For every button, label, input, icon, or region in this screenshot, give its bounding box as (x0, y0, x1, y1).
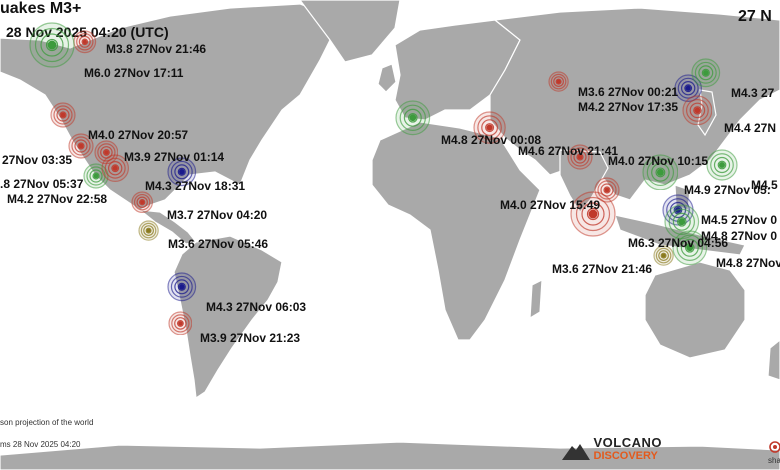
quake-marker[interactable] (642, 154, 679, 196)
quake-marker[interactable] (101, 154, 129, 187)
quake-label: M4.3 27Nov 06:03 (206, 300, 307, 314)
quake-label: M6.3 27Nov 04:56 (628, 236, 729, 250)
quake-label: M4.8 27Nov 00:08 (441, 133, 542, 147)
quake-label: M3.6 27Nov 00:21 (578, 85, 679, 99)
right-title: 27 N (738, 8, 772, 25)
land-antarctica (0, 441, 780, 470)
share-icon[interactable] (769, 440, 780, 458)
logo-subtext: DISCOVERY (593, 450, 658, 462)
quake-label: M4.9 27Nov 05: (684, 183, 771, 197)
quake-marker[interactable] (473, 111, 507, 149)
quake-label: M4.3 27 (731, 86, 775, 100)
quake-marker[interactable] (29, 22, 75, 73)
quake-marker[interactable] (131, 191, 153, 218)
quake-label: .8 27Nov 05:37 (0, 177, 84, 191)
quake-marker[interactable] (548, 71, 570, 97)
share-label[interactable]: sha (768, 456, 780, 465)
quake-marker[interactable] (706, 149, 738, 186)
quake-label: M4.0 27Nov 20:57 (88, 128, 189, 142)
quake-marker[interactable] (664, 204, 700, 245)
quake-label: M4.6 27Nov 21:41 (518, 144, 619, 158)
quake-label: M4.8 27Nov 0 (701, 229, 778, 243)
quake-label: M4.3 27Nov 18:31 (145, 179, 246, 193)
land-greenland (299, 0, 401, 63)
quake-label: M4.0 27Nov 10:15 (608, 154, 709, 168)
quake-label: M4.2 27Nov 17:35 (578, 100, 679, 114)
quake-marker[interactable] (653, 245, 675, 271)
quake-label: M3.7 27Nov 04:20 (167, 208, 268, 222)
quake-label: M4.4 27N (724, 121, 777, 135)
quake-marker[interactable] (138, 220, 160, 246)
quake-label: M4.5 27Nov 0 (701, 213, 778, 227)
volcano-icon (561, 443, 590, 460)
quake-marker[interactable] (395, 100, 431, 141)
quake-label: M4.0 27Nov 15:49 (500, 198, 601, 212)
quake-label: M4.5 (751, 178, 778, 192)
quake-marker[interactable] (68, 133, 94, 164)
quake-label: M4.2 27Nov 22:58 (7, 192, 108, 206)
quake-marker[interactable] (167, 272, 197, 307)
quake-label: M3.9 27Nov 01:14 (124, 150, 225, 164)
generated-stamp: ms 28 Nov 2025 04:20 (0, 440, 81, 449)
quake-marker[interactable] (594, 177, 620, 208)
quake-marker[interactable] (168, 311, 193, 341)
quake-marker[interactable] (167, 157, 197, 192)
logo-text: VOLCANO (593, 435, 662, 450)
land-africa (371, 121, 541, 341)
quake-marker[interactable] (682, 95, 713, 131)
land-uk (377, 63, 397, 93)
quake-label: M3.9 27Nov 21:23 (200, 331, 301, 345)
quake-marker[interactable] (672, 230, 708, 271)
quake-label: M3.6 27Nov 05:46 (168, 237, 269, 251)
map-title: uakes M3+ (0, 0, 82, 17)
quake-marker[interactable] (691, 58, 721, 93)
land-australia (644, 261, 746, 359)
quake-marker[interactable] (570, 191, 616, 242)
quake-marker[interactable] (73, 30, 97, 59)
projection-note: son projection of the world (0, 418, 94, 427)
land-south-america (173, 235, 283, 400)
quake-marker[interactable] (567, 144, 593, 175)
land-madagascar (529, 278, 543, 320)
quake-label: M3.8 27Nov 21:46 (106, 42, 207, 56)
quake-marker[interactable] (50, 102, 76, 133)
quake-marker[interactable] (94, 140, 119, 170)
quake-label: 27Nov 03:35 (2, 153, 73, 167)
quake-label: M6.0 27Nov 17:11 (84, 66, 184, 80)
land-north-america (0, 3, 341, 211)
volcano-discovery-logo[interactable]: VOLCANO DISCOVERY (561, 435, 663, 462)
land-europe (394, 19, 521, 121)
land-new-zealand (767, 339, 780, 381)
quake-label: M3.6 27Nov 21:46 (552, 262, 653, 276)
quake-label: M4.8 27Nov (716, 256, 780, 270)
